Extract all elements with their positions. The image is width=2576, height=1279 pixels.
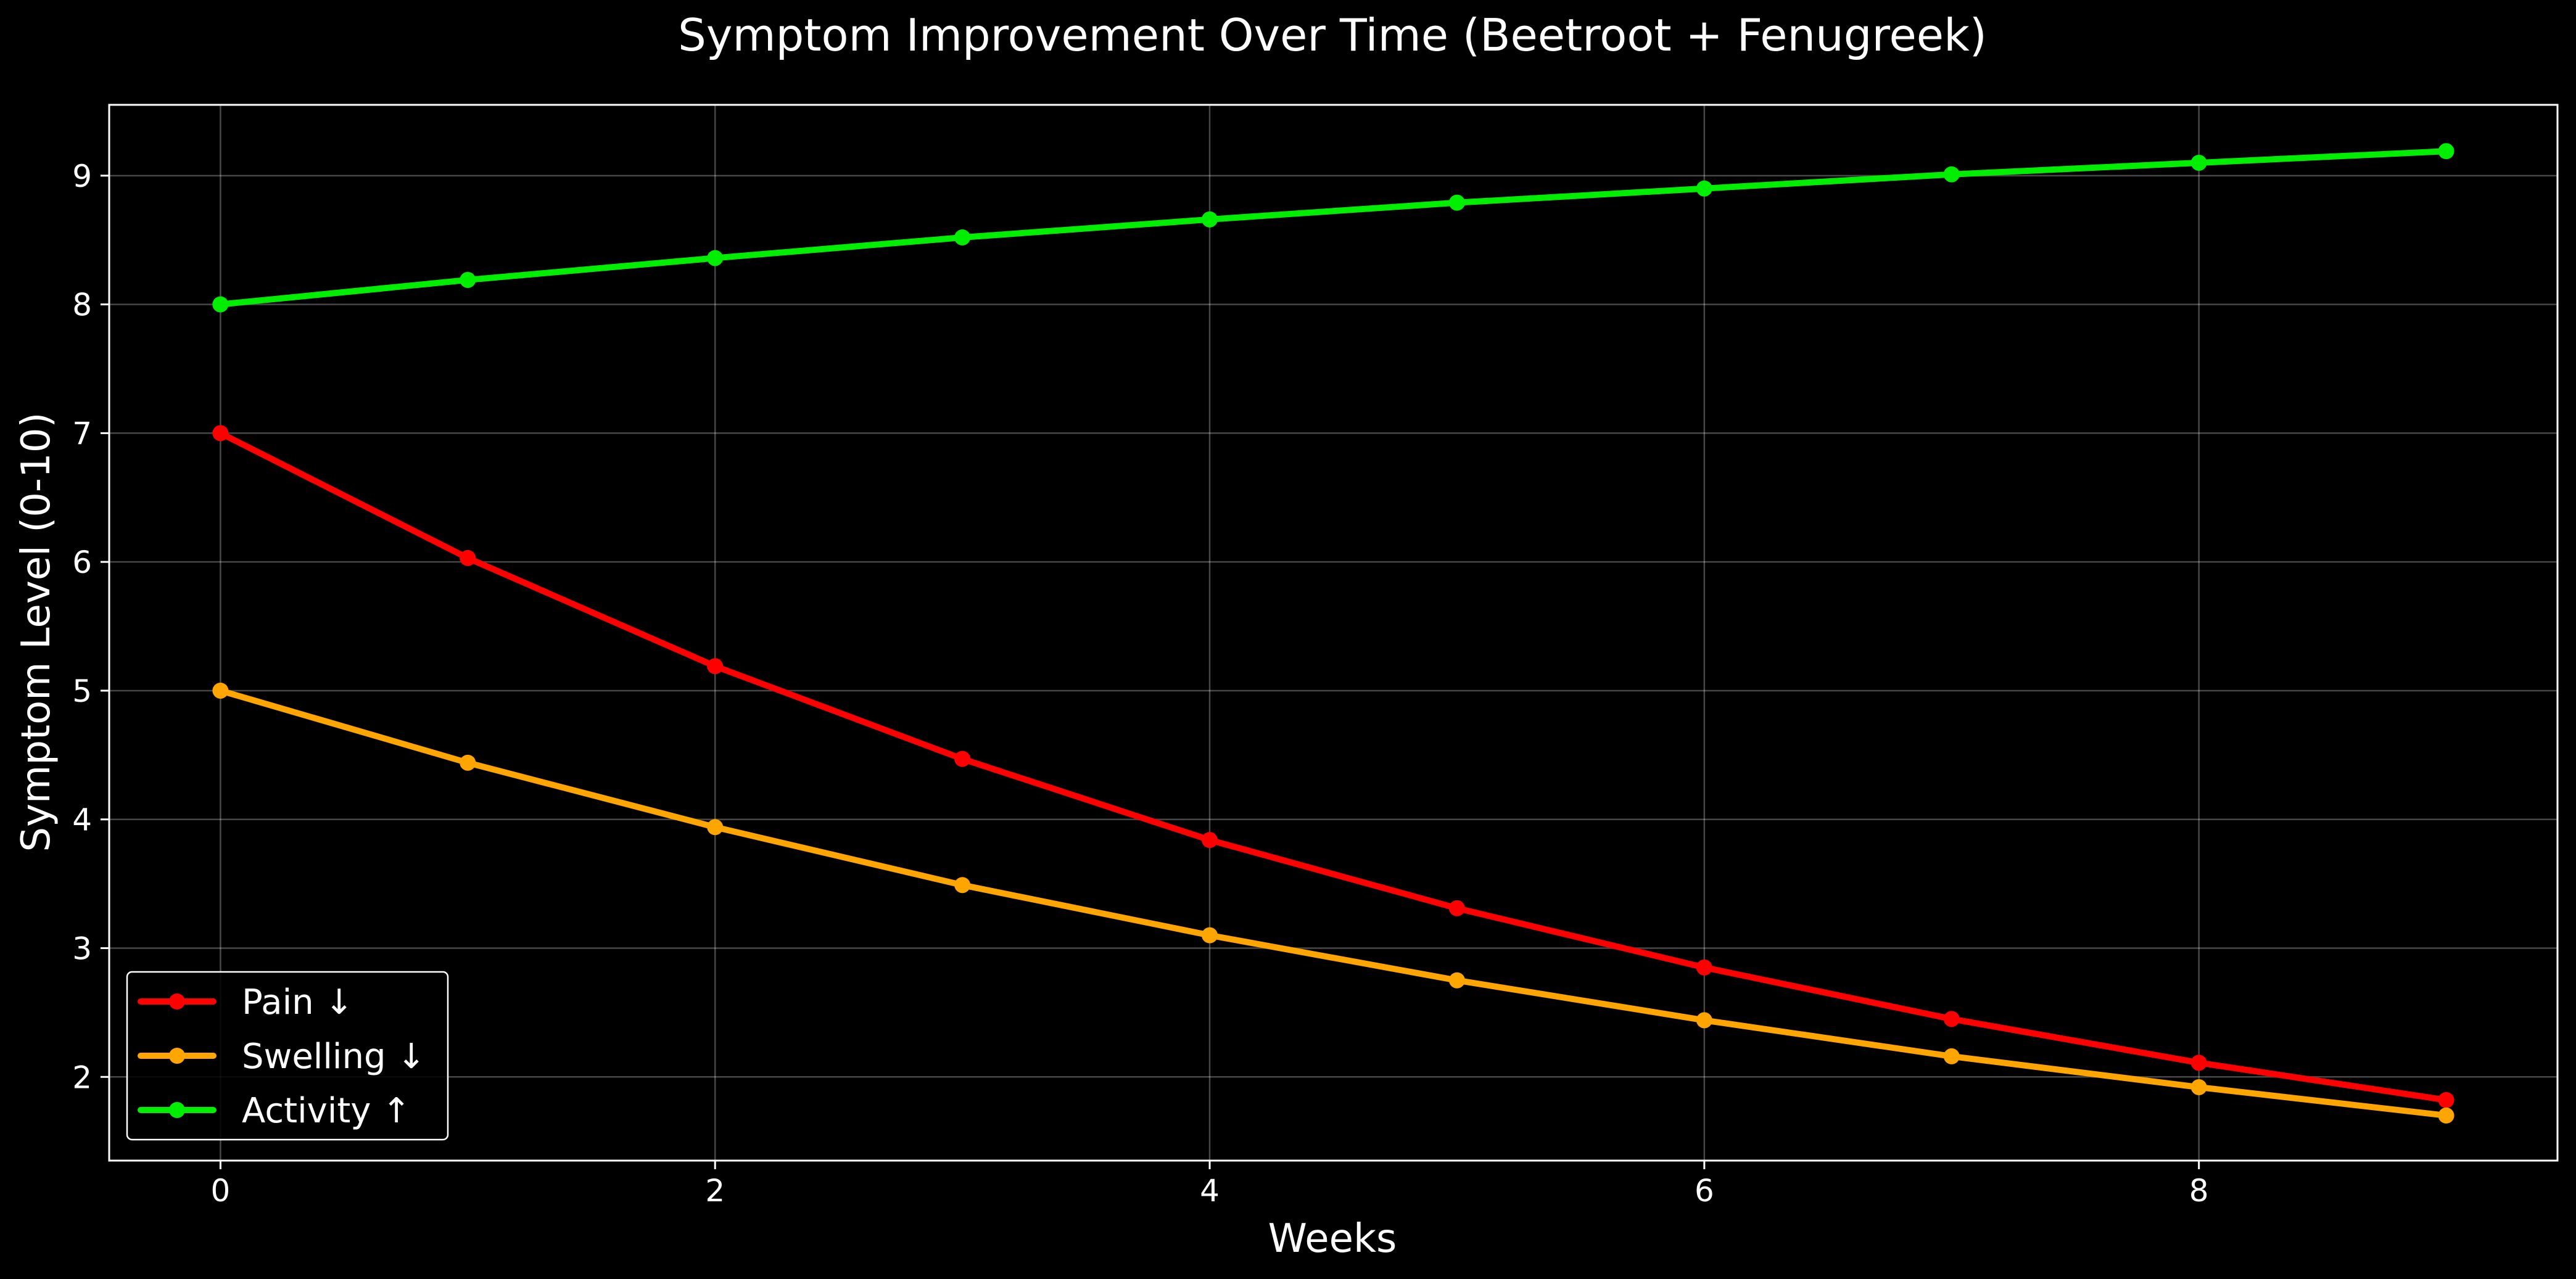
data-point [1202, 832, 1218, 849]
legend-label: Pain ↓ [242, 982, 353, 1022]
data-point [1448, 194, 1465, 211]
y-tick-label: 3 [72, 931, 92, 967]
legend-swatch-marker [169, 1048, 185, 1064]
data-point [2190, 1079, 2207, 1095]
x-tick-label: 2 [705, 1173, 725, 1209]
data-point [707, 819, 724, 836]
ticks: 0 2 4 6 8 2 3 4 5 6 7 8 9 [72, 158, 2208, 1209]
data-point [1448, 972, 1465, 989]
data-point [954, 751, 971, 767]
legend-label: Activity ↑ [242, 1091, 411, 1131]
series-group [212, 682, 2454, 1124]
series-group [212, 143, 2454, 313]
legend-item: Activity ↑ [138, 1091, 411, 1131]
data-point [1696, 959, 1712, 976]
data-point [2190, 154, 2207, 171]
data-point [212, 425, 229, 442]
y-tick-label: 2 [72, 1059, 92, 1095]
legend-item: Swelling ↓ [138, 1037, 426, 1077]
x-axis-label: Weeks [1268, 1216, 1397, 1262]
grid-lines [109, 105, 2557, 1161]
axes [108, 104, 2559, 1162]
series-line [217, 430, 2450, 1103]
data-point [212, 296, 229, 313]
y-tick-label: 7 [72, 416, 92, 451]
data-point [1943, 1048, 1960, 1064]
data-point [1696, 180, 1712, 197]
data-point [707, 658, 724, 675]
legend-item: Pain ↓ [138, 982, 353, 1022]
y-tick-label: 9 [72, 158, 92, 194]
y-axis-label: Symptom Level (0-10) [14, 413, 59, 852]
data-point [1943, 166, 1960, 183]
data-point [460, 754, 476, 771]
y-tick-label: 8 [72, 287, 92, 323]
data-point [2190, 1055, 2207, 1071]
y-tick-label: 6 [72, 545, 92, 580]
data-point [2438, 1107, 2454, 1124]
series-line [217, 148, 2450, 308]
chart-title: Symptom Improvement Over Time (Beetroot … [678, 9, 1987, 61]
series-line [217, 687, 2450, 1119]
data-point [1696, 1012, 1712, 1029]
x-tick-label: 4 [1200, 1173, 1220, 1209]
data-point [954, 229, 971, 246]
data-point [1202, 927, 1218, 944]
data-point [460, 549, 476, 566]
x-tick-label: 0 [211, 1173, 231, 1209]
plot-frame [108, 104, 2559, 1162]
data-point [1448, 900, 1465, 916]
data-point [954, 877, 971, 894]
series-group [212, 425, 2454, 1108]
legend-swatch-marker [169, 1102, 185, 1118]
data-point [2438, 143, 2454, 160]
y-tick-label: 4 [72, 802, 92, 838]
legend-swatch-marker [169, 993, 185, 1010]
data-point [1202, 211, 1218, 228]
y-tick-label: 5 [72, 673, 92, 709]
series [212, 143, 2454, 1124]
legend-box [126, 971, 449, 1141]
data-point [460, 271, 476, 288]
x-tick-label: 6 [1695, 1173, 1714, 1209]
legend: Pain ↓ Swelling ↓ Activity ↑ [126, 971, 449, 1141]
data-point [1943, 1011, 1960, 1027]
data-point [2438, 1092, 2454, 1108]
legend-label: Swelling ↓ [242, 1037, 426, 1077]
data-point [707, 250, 724, 266]
data-point [212, 682, 229, 699]
x-tick-label: 8 [2189, 1173, 2209, 1209]
